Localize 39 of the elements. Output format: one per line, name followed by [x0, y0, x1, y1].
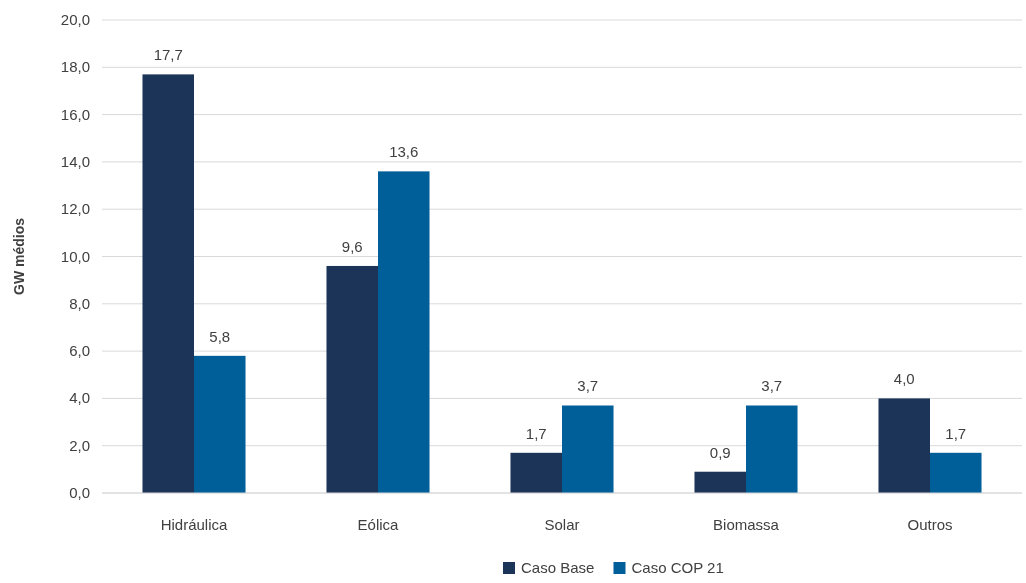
x-tick-label: Biomassa: [713, 516, 780, 533]
x-tick-label: Eólica: [357, 516, 400, 533]
x-tick-label: Solar: [544, 516, 580, 533]
data-label: 4,0: [893, 370, 915, 388]
y-tick-label: 8,0: [69, 294, 90, 312]
bar: [694, 471, 746, 493]
bar: [510, 452, 562, 493]
x-tick-label: Hidráulica: [160, 516, 228, 533]
bar: [746, 405, 798, 493]
y-axis-title: GW médios: [11, 217, 27, 296]
data-label: 5,8: [209, 327, 231, 345]
bar: [326, 265, 378, 493]
bar: [562, 405, 614, 493]
y-tick-label: 16,0: [60, 105, 90, 123]
data-label: 1,7: [945, 424, 967, 442]
data-label: 13,6: [389, 143, 419, 161]
data-label: 9,6: [341, 237, 363, 255]
y-tick-label: 10,0: [60, 247, 90, 265]
y-tick-label: 12,0: [60, 200, 90, 218]
y-tick-label: 6,0: [69, 342, 90, 360]
data-label: 3,7: [761, 377, 783, 395]
legend-label: Caso COP 21: [631, 559, 724, 576]
bar: [878, 398, 930, 493]
legend-label: Caso Base: [521, 559, 595, 576]
y-tick-label: 14,0: [60, 152, 90, 170]
data-label: 0,9: [709, 443, 731, 461]
bar: [378, 171, 430, 493]
bar: [194, 355, 246, 493]
y-tick-label: 2,0: [69, 436, 90, 454]
x-tick-label: Outros: [907, 516, 953, 533]
y-tick-label: 20,0: [60, 11, 90, 28]
data-label: 3,7: [577, 377, 599, 395]
data-label: 1,7: [525, 424, 547, 442]
bar: [142, 74, 194, 493]
y-tick-label: 0,0: [69, 484, 90, 501]
y-tick-label: 18,0: [60, 58, 90, 76]
y-tick-label: 4,0: [69, 389, 90, 407]
data-label: 17,7: [153, 46, 183, 64]
bar: [930, 452, 982, 493]
